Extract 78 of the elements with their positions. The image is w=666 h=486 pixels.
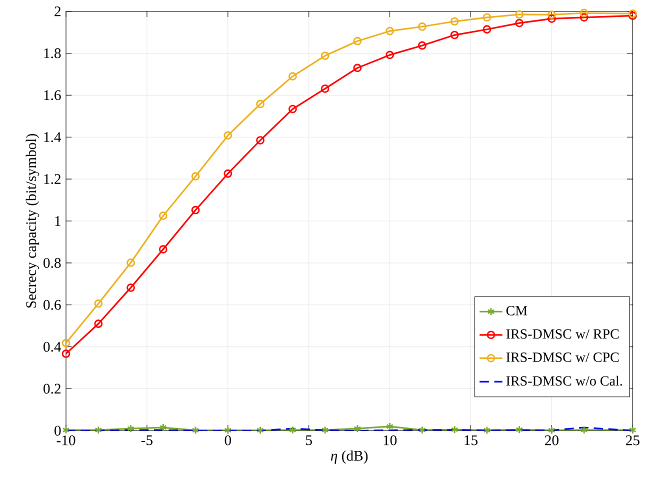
x-tick-label: 25 — [626, 435, 640, 446]
point — [158, 212, 168, 220]
y-tick-label: 0.6 — [44, 300, 61, 310]
point — [418, 22, 426, 31]
point — [628, 9, 637, 18]
x-tick-label: -5 — [141, 435, 152, 446]
legend-label: IRS-DMSC w/ CPC — [506, 352, 619, 362]
point — [127, 424, 135, 433]
point — [450, 30, 459, 40]
legend-label: IRS-DMSC w/o Cal. — [506, 376, 622, 386]
point — [256, 100, 264, 108]
y-tick-label: 2 — [54, 6, 60, 16]
point — [256, 136, 264, 144]
point — [320, 52, 330, 60]
x-tick-label: 15 — [464, 435, 478, 446]
point — [580, 8, 588, 18]
point — [353, 64, 362, 72]
y-tick-label: 1.2 — [44, 174, 60, 184]
point — [126, 283, 135, 292]
point — [386, 50, 394, 60]
point — [191, 172, 200, 181]
point — [224, 426, 232, 434]
point — [548, 14, 556, 23]
point — [628, 12, 637, 20]
point — [418, 426, 426, 434]
point — [126, 258, 135, 267]
point — [94, 299, 103, 308]
point — [224, 169, 232, 178]
point — [62, 350, 70, 358]
point — [386, 422, 394, 431]
point — [256, 426, 264, 434]
point — [515, 10, 524, 19]
y-tick-label: 1.6 — [44, 90, 61, 100]
point — [482, 13, 492, 22]
point — [288, 72, 297, 81]
legend-label: CM — [506, 306, 528, 316]
point — [94, 320, 103, 328]
y-tick-label: 0.4 — [44, 342, 62, 352]
point — [288, 104, 297, 114]
point — [515, 18, 524, 28]
y-tick-label: 0.2 — [44, 384, 60, 394]
point — [191, 206, 200, 214]
point — [580, 13, 588, 22]
y-tick-label: 1.8 — [44, 48, 61, 58]
y-tick-label: 0 — [54, 426, 61, 436]
point — [320, 84, 330, 93]
x-tick-label: 0 — [224, 435, 232, 446]
point — [386, 26, 394, 36]
point — [450, 425, 458, 434]
point — [94, 426, 102, 434]
x-tick-label: 20 — [545, 435, 558, 446]
point — [62, 338, 70, 348]
point — [354, 424, 362, 433]
y-tick-label: 1 — [55, 216, 60, 226]
point — [62, 426, 70, 434]
y-tick-label: 0.8 — [44, 258, 61, 268]
point — [482, 25, 492, 34]
y-axis-title: Secrecy capacity (bit/symbol) — [26, 134, 40, 308]
x-tick-label: 5 — [306, 435, 312, 446]
point — [288, 426, 296, 434]
point — [548, 10, 556, 19]
x-axis-title: η (dB) — [330, 450, 368, 464]
point — [192, 426, 200, 434]
x-tick-label: -10 — [56, 435, 76, 446]
point — [224, 131, 232, 140]
point — [159, 423, 167, 432]
x-tick-label: 10 — [384, 435, 397, 446]
point — [321, 426, 329, 434]
point — [548, 426, 556, 434]
point — [418, 41, 426, 50]
point — [483, 426, 491, 434]
point — [158, 245, 168, 254]
y-tick-label: 1.4 — [44, 132, 62, 142]
point — [353, 36, 362, 46]
point — [450, 17, 459, 26]
point — [516, 425, 524, 434]
point — [580, 426, 588, 434]
legend-label: IRS-DMSC w/ RPC — [506, 329, 619, 339]
